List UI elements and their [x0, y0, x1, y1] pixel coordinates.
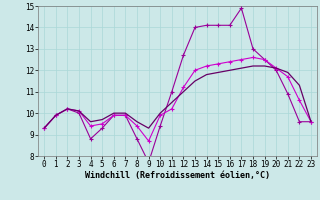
X-axis label: Windchill (Refroidissement éolien,°C): Windchill (Refroidissement éolien,°C)	[85, 171, 270, 180]
